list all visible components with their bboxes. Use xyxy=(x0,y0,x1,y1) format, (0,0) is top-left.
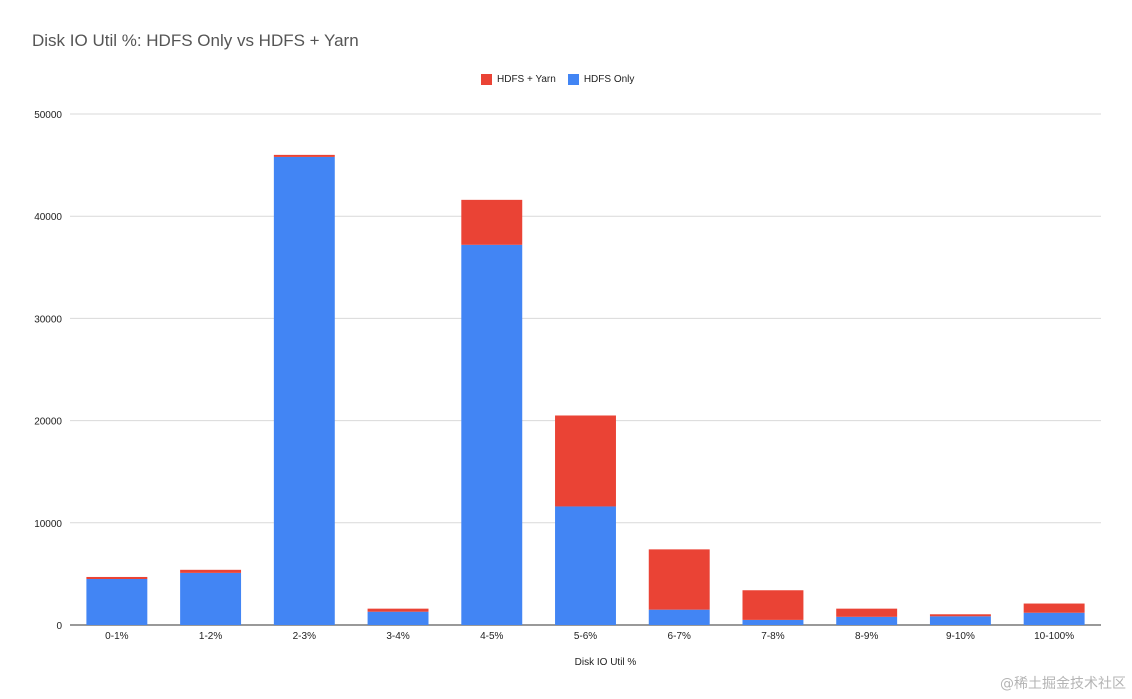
bar-hdfs-yarn xyxy=(555,415,616,507)
watermark: @稀土掘金技术社区 xyxy=(1000,676,1126,692)
legend-label-hdfs-only: HDFS Only xyxy=(583,73,635,85)
bar-hdfs-only xyxy=(180,572,242,625)
x-tick-label: 7-8% xyxy=(761,631,784,642)
bar-hdfs-only xyxy=(555,506,616,625)
bar-hdfs-yarn xyxy=(836,608,898,617)
bar-hdfs-only xyxy=(461,244,523,626)
bar-hdfs-only xyxy=(648,609,710,625)
bar-hdfs-yarn xyxy=(648,549,710,610)
legend-item-hdfs-only[interactable]: HDFS Only xyxy=(567,73,635,85)
legend-label-hdfs-yarn: HDFS + Yarn xyxy=(497,73,556,85)
x-tick-label: 8-9% xyxy=(855,631,878,642)
x-axis-title: Disk IO Util % xyxy=(575,657,637,668)
bar-hdfs-yarn xyxy=(1023,603,1085,613)
bar-hdfs-yarn xyxy=(929,614,991,617)
bar-hdfs-only xyxy=(86,579,148,625)
bar-hdfs-only xyxy=(367,611,429,625)
x-tick-label: 6-7% xyxy=(668,631,691,642)
legend-swatch-hdfs-only xyxy=(567,73,579,85)
bar-hdfs-only xyxy=(929,616,991,625)
x-tick-label: 10-100% xyxy=(1034,631,1074,642)
x-tick-label: 9-10% xyxy=(946,631,975,642)
bar-hdfs-yarn xyxy=(367,608,429,612)
y-tick-label: 40000 xyxy=(34,212,62,223)
bar-hdfs-only xyxy=(742,619,804,625)
legend: HDFS + Yarn HDFS Only xyxy=(481,72,646,86)
bar-hdfs-yarn xyxy=(86,576,148,580)
bar-hdfs-yarn xyxy=(742,590,804,620)
x-tick-label: 4-5% xyxy=(480,631,503,642)
bar-hdfs-yarn xyxy=(273,154,335,157)
y-tick-label: 10000 xyxy=(34,519,62,530)
x-tick-label: 1-2% xyxy=(199,631,222,642)
x-tick-label: 0-1% xyxy=(105,631,128,642)
bar-hdfs-only xyxy=(273,156,335,625)
bar-hdfs-only xyxy=(836,616,898,625)
y-tick-label: 0 xyxy=(56,621,62,632)
y-tick-label: 30000 xyxy=(34,314,62,325)
legend-item-hdfs-yarn[interactable]: HDFS + Yarn xyxy=(481,73,556,85)
legend-swatch-hdfs-yarn xyxy=(481,73,492,85)
bar-hdfs-only xyxy=(1023,612,1085,625)
y-tick-label: 50000 xyxy=(34,110,62,121)
x-tick-label: 5-6% xyxy=(574,631,597,642)
y-tick-label: 20000 xyxy=(34,417,62,428)
chart-title: Disk IO Util %: HDFS Only vs HDFS + Yarn xyxy=(32,31,359,50)
x-tick-label: 3-4% xyxy=(386,631,409,642)
bar-hdfs-yarn xyxy=(180,569,242,573)
x-tick-label: 2-3% xyxy=(293,631,316,642)
bar-hdfs-yarn xyxy=(461,199,523,245)
